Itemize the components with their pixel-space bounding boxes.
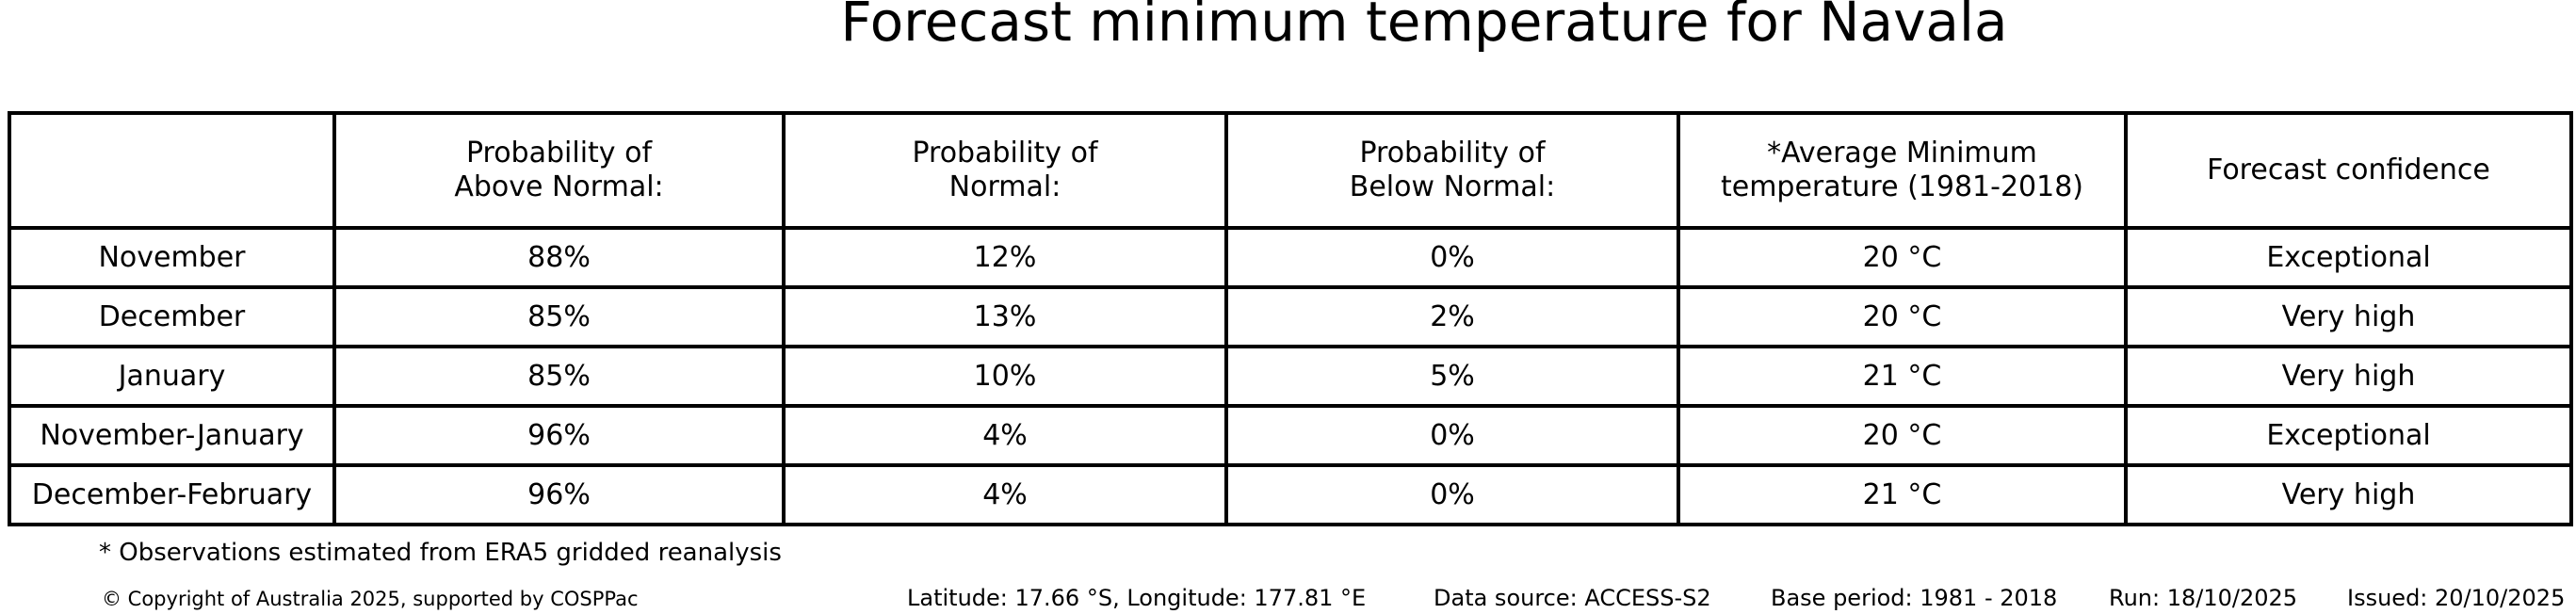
cell-normal: 4% <box>782 404 1228 467</box>
cell-confidence: Very high <box>2124 285 2573 348</box>
table-row-november-january: November-January 96% 4% 0% 20 °C Excepti… <box>8 404 2573 467</box>
table-row-december-february: December-February 96% 4% 0% 21 °C Very h… <box>8 463 2573 526</box>
col-header-line: temperature (1981-2018) <box>1720 170 2084 203</box>
cell-below-normal: 0% <box>1224 404 1680 467</box>
cell-normal: 10% <box>782 345 1228 408</box>
col-header-above-normal: Probability of Above Normal: <box>332 111 786 230</box>
cell-avg-min-temp: 21 °C <box>1677 345 2128 408</box>
cell-avg-min-temp: 20 °C <box>1677 285 2128 348</box>
page-title: Forecast minimum temperature for Navala <box>840 0 2008 54</box>
col-header-line: *Average Minimum <box>1767 137 2037 170</box>
cell-confidence: Exceptional <box>2124 404 2573 467</box>
col-header-line: Probability of <box>465 137 653 170</box>
row-label: January <box>8 345 336 408</box>
cell-above-normal: 96% <box>332 463 786 526</box>
row-label: November <box>8 226 336 289</box>
col-header-line: Probability of <box>912 137 1098 170</box>
footer-location: Latitude: 17.66 °S, Longitude: 177.81 °E <box>907 585 1367 611</box>
footer-issued-date: Issued: 20/10/2025 <box>2347 585 2566 611</box>
cell-above-normal: 85% <box>332 345 786 408</box>
cell-below-normal: 0% <box>1224 226 1680 289</box>
corner-cell <box>8 111 336 230</box>
col-header-line: Below Normal: <box>1349 170 1556 203</box>
col-header-forecast-confidence: Forecast confidence <box>2124 111 2573 230</box>
row-label: November-January <box>8 404 336 467</box>
table-row-january: January 85% 10% 5% 21 °C Very high <box>8 345 2573 408</box>
footnote: * Observations estimated from ERA5 gridd… <box>99 539 782 567</box>
col-header-below-normal: Probability of Below Normal: <box>1224 111 1680 230</box>
col-header-average-min-temp: *Average Minimum temperature (1981-2018) <box>1677 111 2128 230</box>
cell-above-normal: 88% <box>332 226 786 289</box>
col-header-line: Above Normal: <box>454 170 664 203</box>
cell-avg-min-temp: 20 °C <box>1677 226 2128 289</box>
cell-below-normal: 0% <box>1224 463 1680 526</box>
cell-confidence: Very high <box>2124 463 2573 526</box>
table-row-november: November 88% 12% 0% 20 °C Exceptional <box>8 226 2573 289</box>
cell-above-normal: 85% <box>332 285 786 348</box>
cell-confidence: Exceptional <box>2124 226 2573 289</box>
row-label: December-February <box>8 463 336 526</box>
cell-above-normal: 96% <box>332 404 786 467</box>
forecast-table: Probability of Above Normal: Probability… <box>8 111 2573 526</box>
cell-normal: 4% <box>782 463 1228 526</box>
cell-avg-min-temp: 20 °C <box>1677 404 2128 467</box>
col-header-line: Probability of <box>1359 137 1546 170</box>
cell-normal: 12% <box>782 226 1228 289</box>
copyright-text: © Copyright of Australia 2025, supported… <box>102 588 639 610</box>
col-header-line: Forecast confidence <box>2207 154 2490 186</box>
row-label: December <box>8 285 336 348</box>
footer-data-source: Data source: ACCESS-S2 <box>1434 585 1711 611</box>
col-header-line: Normal: <box>948 170 1061 203</box>
footer-base-period: Base period: 1981 - 2018 <box>1771 585 2058 611</box>
cell-confidence: Very high <box>2124 345 2573 408</box>
cell-below-normal: 2% <box>1224 285 1680 348</box>
cell-avg-min-temp: 21 °C <box>1677 463 2128 526</box>
cell-below-normal: 5% <box>1224 345 1680 408</box>
header-row: Probability of Above Normal: Probability… <box>8 111 2573 230</box>
footer-run-date: Run: 18/10/2025 <box>2109 585 2298 611</box>
cell-normal: 13% <box>782 285 1228 348</box>
table-row-december: December 85% 13% 2% 20 °C Very high <box>8 285 2573 348</box>
col-header-normal: Probability of Normal: <box>782 111 1228 230</box>
